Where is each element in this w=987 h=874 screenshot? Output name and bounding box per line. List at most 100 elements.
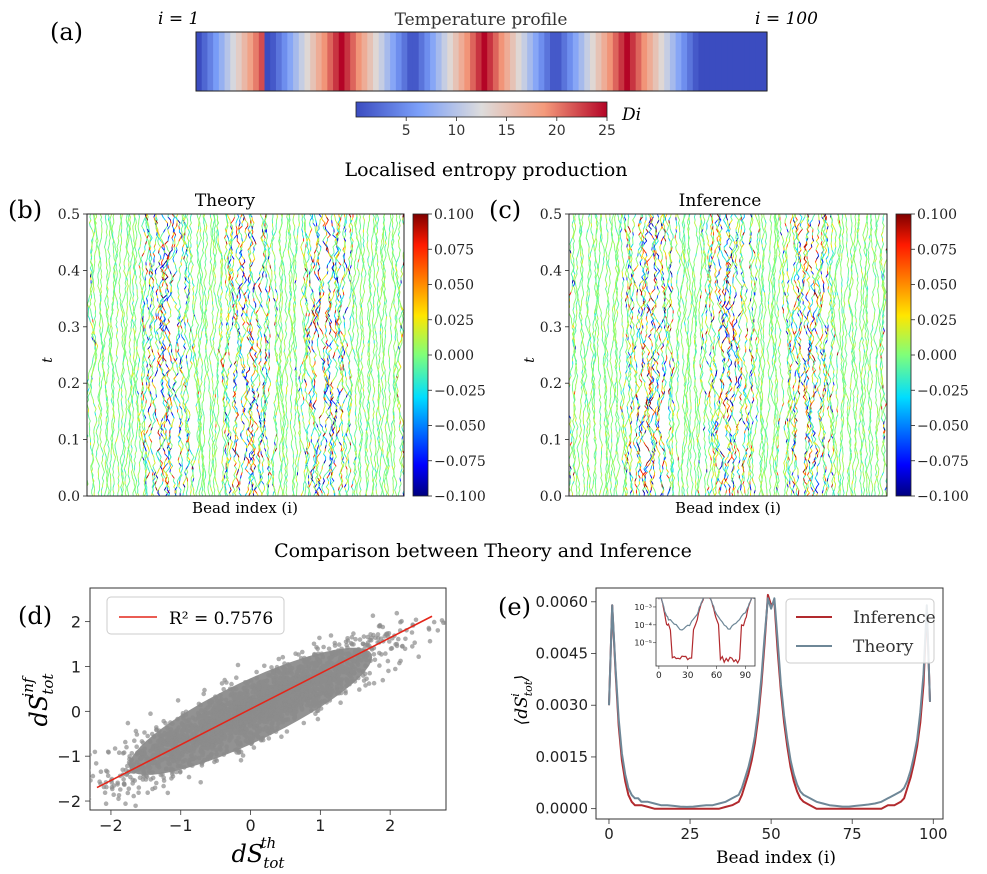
- trajectory-segment: [101, 477, 104, 482]
- trajectory-segment: [153, 474, 156, 479]
- trajectory-segment: [230, 222, 232, 227]
- profile-cell: [441, 32, 448, 91]
- trajectory-segment: [129, 459, 131, 464]
- trajectory-segment: [195, 318, 198, 323]
- trajectory-segment: [113, 240, 116, 245]
- trajectory-segment: [110, 312, 114, 317]
- trajectory-segment: [166, 447, 170, 452]
- trajectory-segment: [221, 480, 224, 485]
- trajectory-segment: [178, 462, 182, 467]
- trajectory-segment: [161, 258, 164, 263]
- trajectory-segment: [121, 375, 124, 380]
- profile-cell: [470, 32, 477, 91]
- trajectory-segment: [138, 252, 140, 257]
- trajectory-segment: [98, 402, 101, 407]
- trajectory-segment: [107, 330, 110, 335]
- trajectory-segment: [155, 306, 160, 311]
- trajectory-segment: [131, 435, 134, 440]
- trajectory-segment: [190, 228, 193, 233]
- trajectory-segment: [134, 315, 137, 320]
- trajectory-segment: [99, 294, 102, 299]
- profile-cell: [350, 32, 357, 91]
- trajectory-segment: [126, 363, 129, 368]
- trajectory-segment: [168, 456, 172, 461]
- trajectory-segment: [175, 216, 178, 221]
- trajectory-segment: [83, 403, 84, 406]
- trajectory-segment: [121, 408, 124, 413]
- trajectory-segment: [158, 354, 163, 359]
- trajectory-segment: [114, 282, 117, 287]
- trajectory-segment: [164, 219, 168, 224]
- trajectory-segment: [170, 408, 172, 413]
- trajectory-segment: [154, 273, 157, 278]
- trajectory-segment: [124, 462, 128, 467]
- trajectory-segment: [155, 450, 158, 455]
- profile-cell: [361, 32, 368, 91]
- trajectory-segment: [94, 408, 97, 413]
- trajectory-segment: [119, 297, 122, 302]
- trajectory-segment: [155, 315, 158, 320]
- trajectory-segment: [166, 381, 168, 386]
- trajectory-segment: [148, 231, 151, 236]
- trajectory-segment: [120, 453, 123, 458]
- trajectory-segment: [138, 435, 141, 440]
- trajectory-segment: [180, 378, 184, 383]
- trajectory-segment: [107, 249, 110, 254]
- trajectory-segment: [106, 273, 108, 278]
- trajectory-segment: [195, 405, 198, 410]
- trajectory-segment: [125, 321, 128, 326]
- trajectory-segment: [209, 447, 211, 452]
- profile-cell: [635, 32, 642, 91]
- trajectory-segment: [148, 255, 151, 260]
- trajectory-segment: [193, 351, 195, 356]
- trajectory-segment: [146, 228, 150, 233]
- trajectory-segment: [248, 420, 250, 425]
- trajectory-segment: [152, 375, 156, 380]
- trajectory-segment: [149, 237, 152, 242]
- trajectory-segment: [187, 228, 190, 233]
- trajectory-segment: [162, 312, 165, 317]
- trajectory-segment: [188, 369, 191, 374]
- trajectory-segment: [135, 354, 138, 359]
- trajectory-segment: [183, 390, 186, 395]
- trajectory-segment: [93, 333, 96, 338]
- trajectory-segment: [178, 423, 181, 428]
- trajectory-segment: [179, 312, 181, 317]
- trajectory-segment: [112, 237, 115, 242]
- trajectory-segment: [169, 249, 173, 254]
- trajectory-segment: [151, 264, 155, 269]
- trajectory-segment: [141, 261, 144, 266]
- profile-cell: [555, 32, 563, 91]
- trajectory-segment: [169, 423, 173, 428]
- trajectory-segment: [112, 426, 115, 431]
- trajectory-segment: [145, 219, 149, 224]
- trajectory-segment: [166, 288, 170, 293]
- colorbar-tick-label: 10: [447, 123, 465, 139]
- trajectory-segment: [148, 390, 151, 395]
- panel-b-letter: (b): [8, 196, 42, 224]
- trajectory-segment: [166, 375, 170, 380]
- trajectory-segment: [178, 237, 181, 242]
- trajectory-segment: [106, 399, 109, 404]
- trajectory-segment: [100, 273, 103, 278]
- trajectory-segment: [139, 255, 141, 260]
- trajectory-segment: [159, 282, 161, 287]
- trajectory-segment: [99, 291, 102, 296]
- trajectory-segment: [127, 444, 130, 449]
- trajectory-segment: [112, 399, 115, 404]
- trajectory-segment: [179, 450, 182, 455]
- trajectory-segment: [176, 366, 179, 371]
- trajectory-segment: [128, 408, 131, 413]
- trajectory-segment: [128, 453, 131, 458]
- trajectory-segment: [100, 342, 104, 347]
- trajectory-segment: [129, 264, 132, 269]
- trajectory-segment: [129, 330, 132, 335]
- trajectory-segment: [175, 402, 178, 407]
- trajectory-segment: [221, 258, 224, 263]
- trajectory-segment: [160, 423, 163, 428]
- trajectory-segment: [171, 225, 175, 230]
- trajectory-segment: [143, 462, 146, 467]
- trajectory-segment: [121, 330, 124, 335]
- trajectory-segment: [100, 447, 103, 452]
- trajectory-segment: [165, 363, 169, 368]
